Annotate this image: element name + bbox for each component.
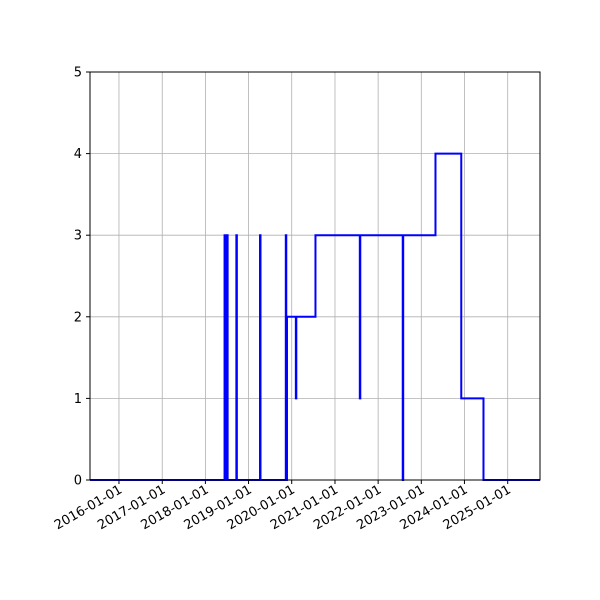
- plot-area-frame: [89, 71, 541, 481]
- y-tick-label: 0: [74, 474, 82, 489]
- series-line: [90, 152, 540, 481]
- y-tick-label: 2: [74, 310, 82, 325]
- y-tick-label: 5: [74, 66, 82, 81]
- x-axis: 2016-01-012017-01-012018-01-012019-01-01…: [52, 480, 514, 533]
- y-tick-label: 4: [74, 147, 82, 162]
- y-axis: 0 1 2 3 4 5: [74, 66, 90, 489]
- y-tick-label: 1: [74, 392, 82, 407]
- y-tick-label: 3: [74, 229, 82, 244]
